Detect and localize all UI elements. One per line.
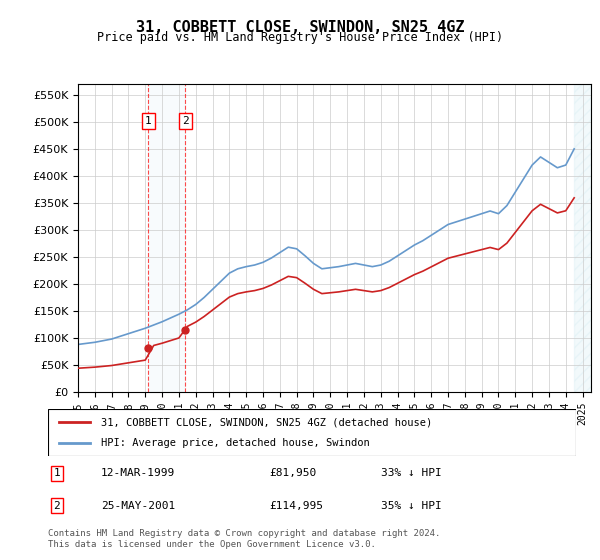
Text: 2: 2 — [53, 501, 60, 511]
Text: 2: 2 — [182, 116, 189, 126]
Text: Price paid vs. HM Land Registry's House Price Index (HPI): Price paid vs. HM Land Registry's House … — [97, 31, 503, 44]
Bar — [574, 84, 591, 392]
Point — [181, 325, 190, 334]
Text: £114,995: £114,995 — [270, 501, 324, 511]
Point — [143, 343, 153, 352]
Text: 35% ↓ HPI: 35% ↓ HPI — [380, 501, 442, 511]
Text: 25-MAY-2001: 25-MAY-2001 — [101, 501, 175, 511]
Text: Contains HM Land Registry data © Crown copyright and database right 2024.
This d: Contains HM Land Registry data © Crown c… — [48, 529, 440, 549]
Text: 33% ↓ HPI: 33% ↓ HPI — [380, 468, 442, 478]
Text: 12-MAR-1999: 12-MAR-1999 — [101, 468, 175, 478]
Text: 1: 1 — [53, 468, 60, 478]
Text: £81,950: £81,950 — [270, 468, 317, 478]
Bar — [148, 84, 185, 392]
Text: 1: 1 — [145, 116, 152, 126]
Text: 31, COBBETT CLOSE, SWINDON, SN25 4GZ: 31, COBBETT CLOSE, SWINDON, SN25 4GZ — [136, 20, 464, 35]
FancyBboxPatch shape — [48, 409, 576, 456]
Text: HPI: Average price, detached house, Swindon: HPI: Average price, detached house, Swin… — [101, 438, 370, 448]
Text: 31, COBBETT CLOSE, SWINDON, SN25 4GZ (detached house): 31, COBBETT CLOSE, SWINDON, SN25 4GZ (de… — [101, 417, 432, 427]
